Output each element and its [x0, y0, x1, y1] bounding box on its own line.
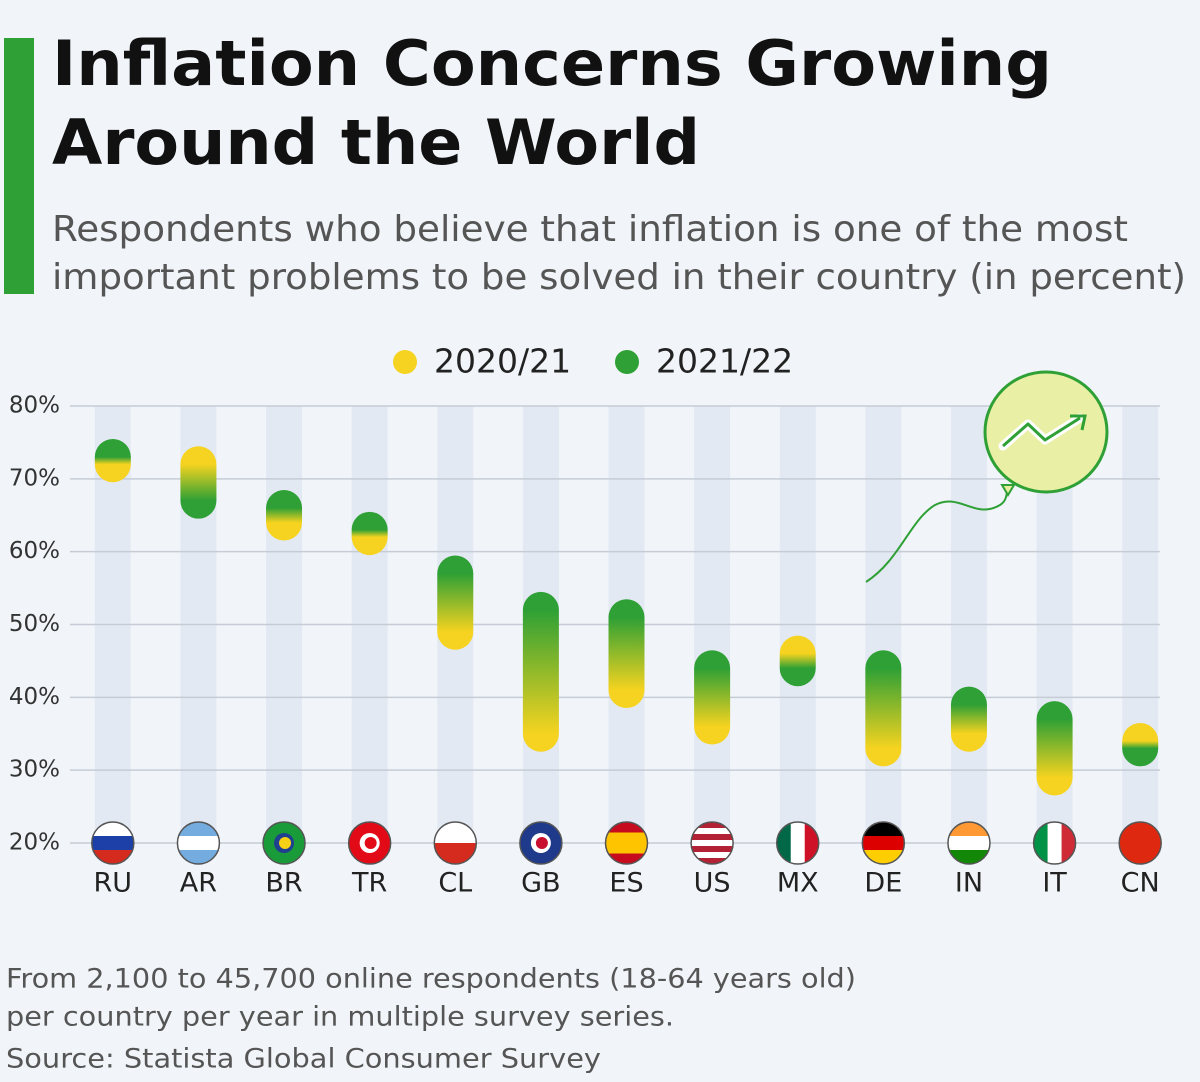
- x-tick-label: TR: [351, 868, 387, 899]
- y-tick-label: 50%: [9, 611, 60, 637]
- x-tick-label: CL: [438, 868, 472, 899]
- range-pill: [608, 599, 645, 709]
- range-pill: [351, 511, 388, 556]
- range-pill: [950, 686, 987, 752]
- x-tick-label: CN: [1121, 868, 1160, 899]
- plot-area: 20% 30% 40% 50% 60% 70% 80% 2020/21 2021/22 RU AR B…: [9, 342, 1162, 899]
- chart-subtitle: Respondents who believe that inflation i…: [52, 209, 1128, 250]
- legend-label: 2020/21: [434, 342, 571, 381]
- x-tick-label: MX: [777, 868, 819, 899]
- x-tick-label: ES: [609, 868, 643, 899]
- y-tick-label: 20%: [9, 830, 60, 856]
- x-tick-label: IN: [955, 868, 983, 899]
- legend-marker: [393, 350, 417, 374]
- note: Source: Statista Global Consumer Survey: [6, 1044, 601, 1075]
- note: per country per year in multiple survey …: [6, 1002, 674, 1033]
- range-pill: [522, 591, 559, 752]
- flag: [691, 822, 734, 864]
- x-tick-label: DE: [864, 868, 902, 899]
- range-pill: [266, 489, 303, 541]
- note: From 2,100 to 45,700 online respondents …: [6, 964, 856, 995]
- range-pill: [1036, 701, 1073, 796]
- x-tick-label: IT: [1042, 868, 1067, 899]
- range-pill: [94, 438, 131, 483]
- x-tick-label: US: [694, 868, 731, 899]
- legend-label: 2021/22: [656, 342, 793, 381]
- y-tick-label: 70%: [9, 465, 60, 491]
- x-tick-label: BR: [265, 868, 302, 899]
- chart-title: Around the World: [52, 106, 700, 179]
- range-pill: [694, 650, 731, 745]
- y-tick-label: 80%: [9, 393, 60, 419]
- flag: [605, 822, 648, 864]
- chart-subtitle: important problems to be solved in their…: [52, 257, 1186, 298]
- range-pill: [180, 446, 217, 519]
- flag: [1119, 822, 1162, 864]
- y-tick-label: 30%: [9, 757, 60, 783]
- balloon-decoration: [865, 370, 1109, 583]
- flag: [348, 822, 391, 864]
- accent-bar: [4, 38, 34, 294]
- range-pill: [1122, 723, 1159, 767]
- flag: [263, 822, 306, 864]
- range-pill: [865, 650, 902, 767]
- flag: [519, 822, 562, 864]
- legend-marker: [615, 350, 639, 374]
- y-tick-label: 60%: [9, 538, 60, 564]
- x-tick-label: AR: [180, 868, 217, 899]
- chart-title: Inflation Concerns Growing: [52, 27, 1052, 100]
- flag: [434, 822, 477, 864]
- x-tick-label: GB: [521, 868, 560, 899]
- x-tick-label: RU: [94, 868, 133, 899]
- range-pill: [437, 555, 474, 650]
- y-tick-label: 40%: [9, 684, 60, 710]
- range-pill: [779, 635, 816, 687]
